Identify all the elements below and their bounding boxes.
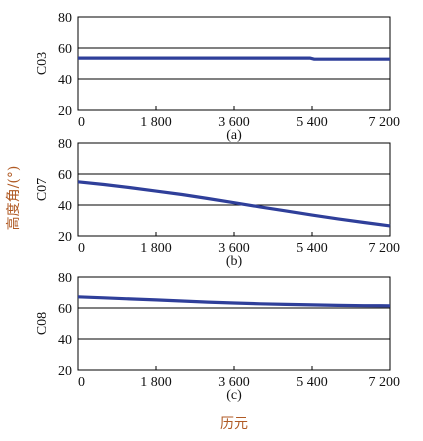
- y-tick-label: 20: [58, 230, 72, 245]
- y-axis-label: C07: [35, 178, 50, 201]
- x-tick-label: 5 400: [296, 115, 328, 130]
- y-tick-label: 40: [58, 333, 72, 348]
- y-tick-label: 40: [58, 73, 72, 88]
- x-tick-label: 7 200: [369, 115, 401, 130]
- y-tick-label: 80: [58, 271, 72, 286]
- shared-x-axis-label: 历元: [220, 416, 248, 432]
- panel-label: (a): [226, 128, 242, 143]
- x-tick-label: 5 400: [296, 241, 328, 256]
- x-tick-label: 7 200: [369, 241, 401, 256]
- x-tick-label: 7 200: [369, 375, 401, 390]
- x-tick-label: 3 600: [218, 115, 250, 130]
- shared-y-axis-label: 高度角/(°): [5, 166, 22, 231]
- x-tick-label: 0: [78, 241, 85, 256]
- plot-frame: [77, 276, 391, 371]
- x-tick-label: 3 600: [218, 375, 250, 390]
- x-tick-label: 5 400: [296, 375, 328, 390]
- y-tick-label: 60: [58, 302, 72, 317]
- y-tick-label: 60: [58, 42, 72, 57]
- series-line: [77, 295, 391, 308]
- panel-c07: 0 1 800 3 600 5 400 7 200 20 40 60 80 C07 (b): [35, 137, 400, 269]
- y-tick-label: 20: [58, 364, 72, 379]
- y-axis-label: C08: [35, 312, 50, 335]
- series-line: [78, 56, 390, 61]
- x-tick-label: 0: [78, 375, 85, 390]
- x-tick-label: 0: [78, 115, 85, 130]
- y-tick-label: 60: [58, 168, 72, 183]
- panel-c03: 0 1 800 3 600 5 400 7 200 20 40 60 80 C03 (a): [35, 11, 400, 143]
- plot-frame: [77, 16, 391, 111]
- panel-label: (b): [226, 254, 243, 269]
- panel-c08: 0 1 800 3 600 5 400 7 200 20 40 60 80 C08 (c): [35, 271, 400, 403]
- y-axis-label: C03: [35, 52, 50, 75]
- x-tick-label: 3 600: [218, 241, 250, 256]
- panel-label: (c): [226, 388, 242, 403]
- y-tick-label: 80: [58, 11, 72, 26]
- y-tick-label: 20: [58, 104, 72, 119]
- x-tick-label: 1 800: [140, 375, 172, 390]
- x-tick-label: 1 800: [140, 115, 172, 130]
- x-tick-label: 1 800: [140, 241, 172, 256]
- plot-frame: [77, 142, 391, 237]
- y-tick-label: 80: [58, 137, 72, 152]
- series-line: [77, 180, 391, 228]
- y-tick-label: 40: [58, 199, 72, 214]
